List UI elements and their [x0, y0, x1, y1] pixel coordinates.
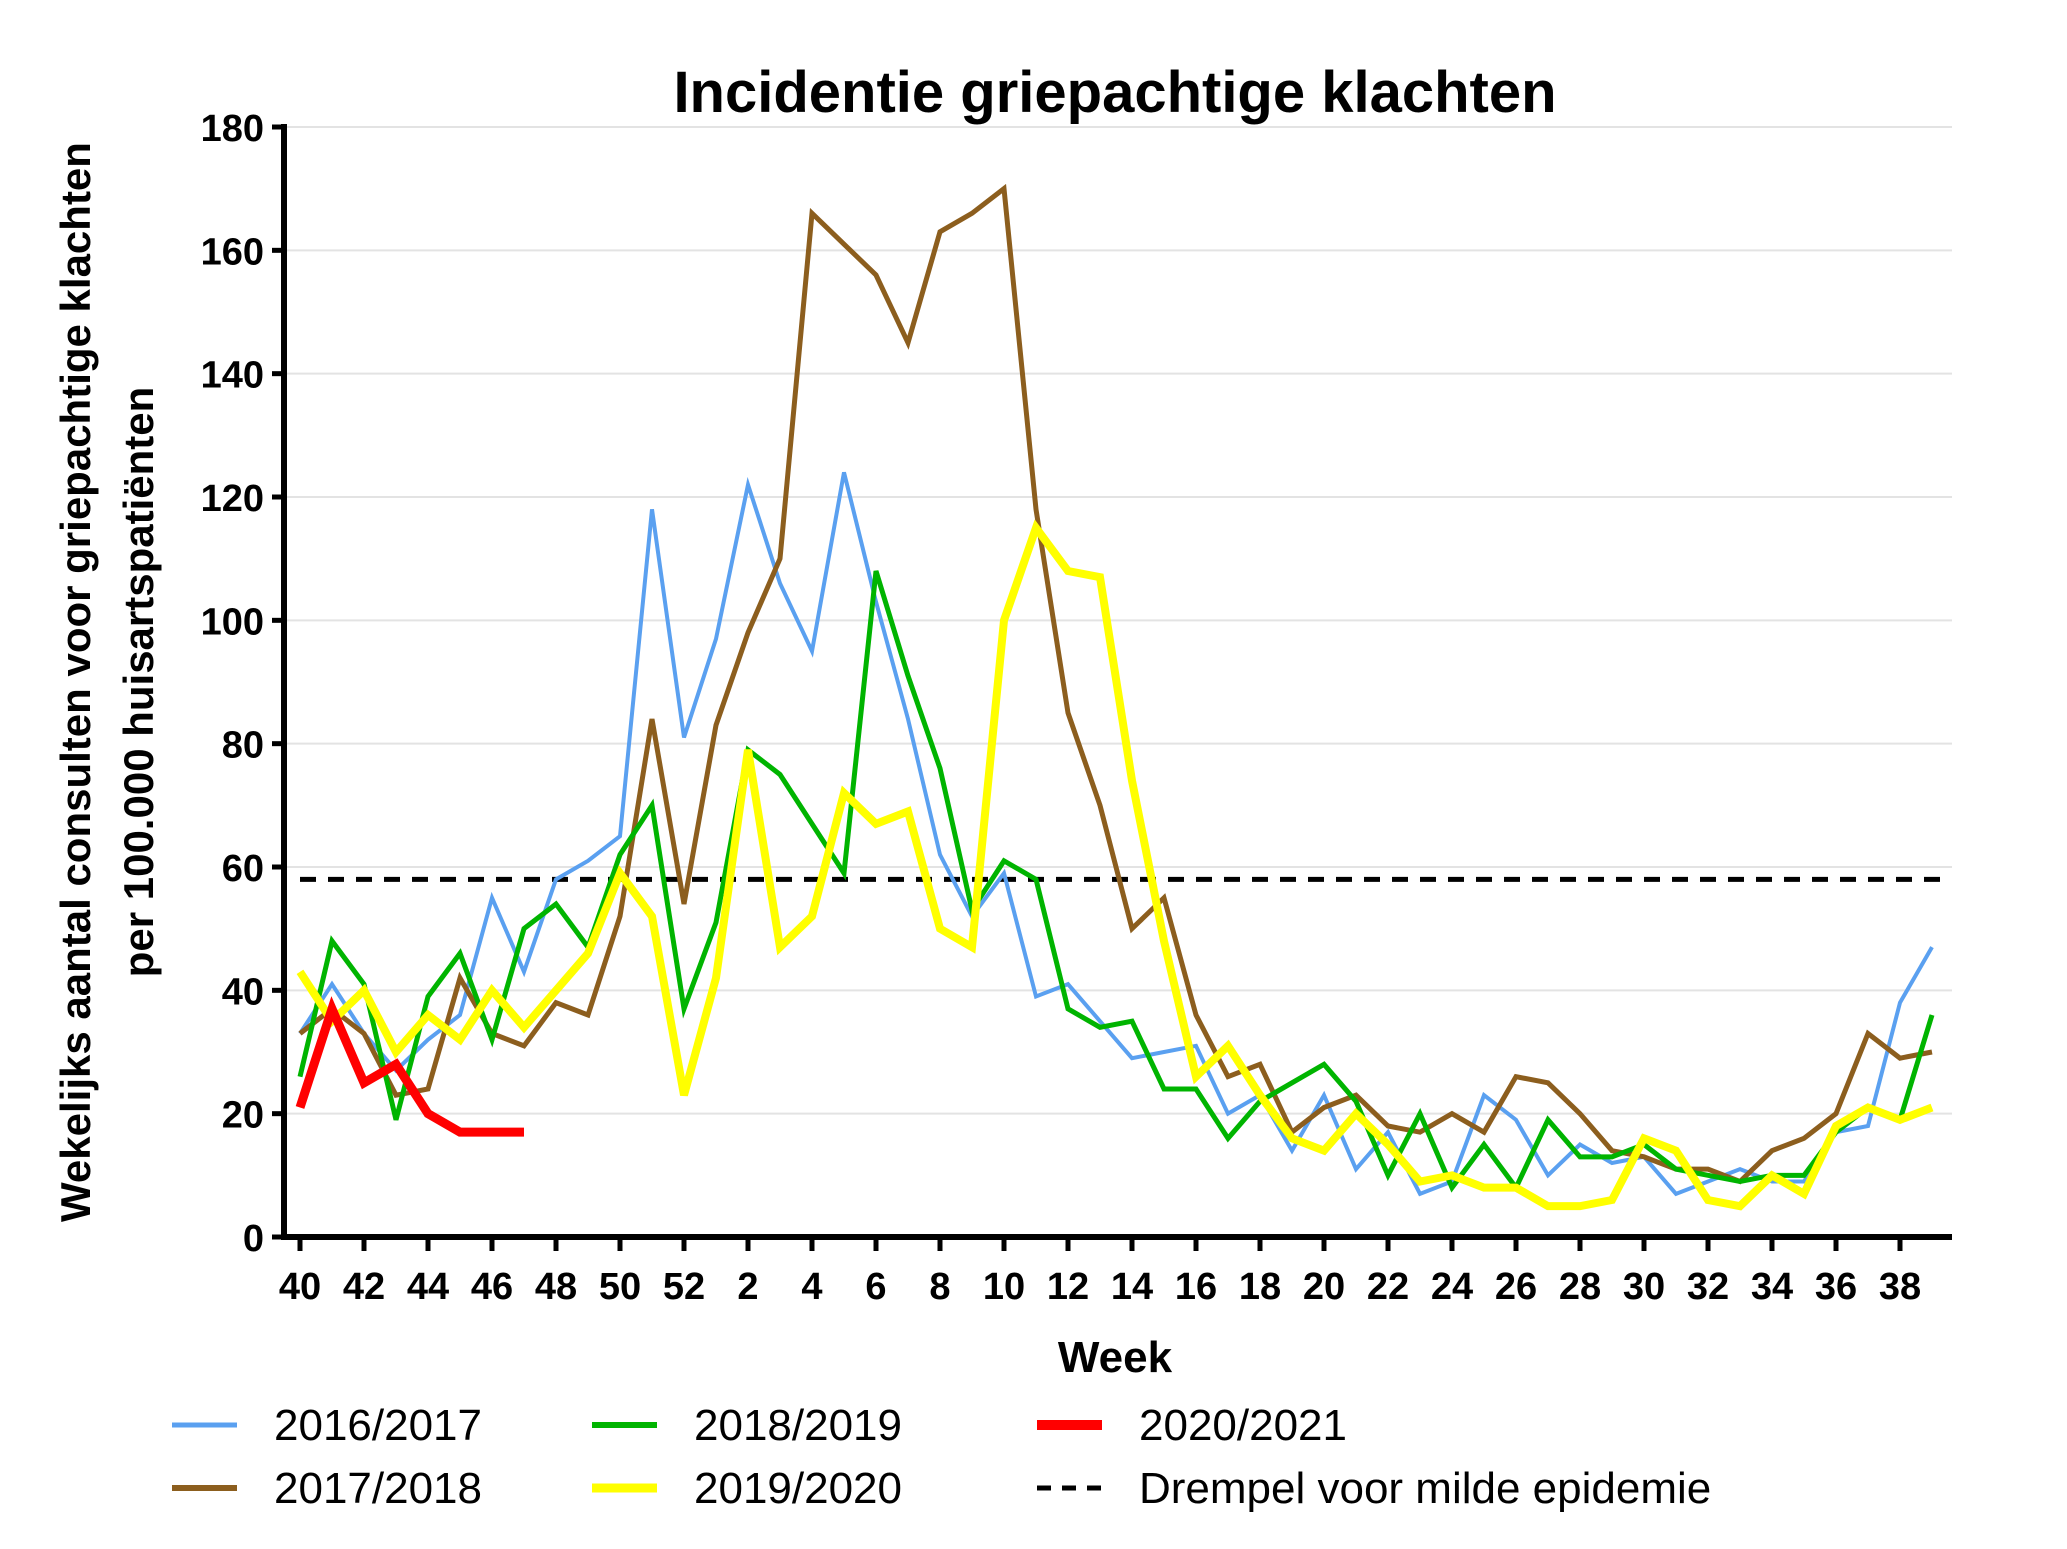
legend-label: 2017/2018	[274, 1464, 482, 1513]
y-tick-label: 20	[222, 1095, 264, 1137]
series-lines	[295, 183, 1950, 1211]
x-tick-label: 4	[801, 1266, 822, 1308]
x-tick-label: 32	[1687, 1266, 1729, 1308]
y-tick-label: 180	[201, 108, 264, 150]
y-tick-label: 80	[222, 725, 264, 767]
x-axis: 40 42 44 46 48 50 52 2 4 6 8 10 12 14 16 18 20 22 24 26 28 30…	[279, 1234, 1952, 1308]
x-tick-label: 36	[1815, 1266, 1857, 1308]
y-axis: 0 20 40 60 80 100 120 140 160 180	[201, 108, 287, 1260]
x-tick-label: 42	[343, 1266, 385, 1308]
y-tick-label: 40	[222, 971, 264, 1013]
series-line-2019-2020	[296, 519, 1934, 1211]
x-tick-label: 44	[407, 1266, 449, 1308]
chart-title: Incidentie griepachtige klachten	[673, 60, 1556, 125]
legend-label: 2018/2019	[694, 1401, 902, 1450]
x-tick-label: 10	[983, 1266, 1025, 1308]
x-tick-label: 20	[1303, 1266, 1345, 1308]
y-tick-label: 60	[222, 848, 264, 890]
y-tick-label: 0	[243, 1218, 264, 1260]
y-tick-label: 120	[201, 478, 264, 520]
x-tick-label: 40	[279, 1266, 321, 1308]
x-tick-label: 14	[1111, 1266, 1153, 1308]
x-tick-label: 22	[1367, 1266, 1409, 1308]
legend: 2016/2017 2017/2018 2018/2019 2019/2020 2020…	[172, 1401, 1711, 1513]
legend-label: 2016/2017	[274, 1401, 482, 1450]
legend-label: 2020/2021	[1139, 1401, 1347, 1450]
x-tick-label: 16	[1175, 1266, 1217, 1308]
x-tick-label: 24	[1431, 1266, 1473, 1308]
legend-label: Drempel voor milde epidemie	[1139, 1464, 1711, 1513]
x-tick-label: 48	[535, 1266, 577, 1308]
x-tick-label: 46	[471, 1266, 513, 1308]
y-tick-label: 100	[201, 601, 264, 643]
x-tick-label: 8	[929, 1266, 950, 1308]
series-line-2018-2019	[297, 570, 1935, 1193]
x-tick-label: 38	[1879, 1266, 1921, 1308]
series-line-2017-2018	[298, 183, 1933, 1185]
x-axis-label: Week	[1058, 1333, 1173, 1382]
y-tick-label: 140	[201, 355, 264, 397]
x-tick-label: 18	[1239, 1266, 1281, 1308]
x-tick-label: 52	[663, 1266, 705, 1308]
x-tick-label: 6	[865, 1266, 886, 1308]
y-axis-label-line2: per 100.000 huisartspatiënten	[115, 387, 162, 978]
x-tick-label: 28	[1559, 1266, 1601, 1308]
legend-label: 2019/2020	[694, 1464, 902, 1513]
x-tick-label: 30	[1623, 1266, 1665, 1308]
x-tick-label: 12	[1047, 1266, 1089, 1308]
y-axis-label-line1: Wekelijks aantal consulten voor griepach…	[52, 142, 99, 1222]
x-tick-label: 2	[737, 1266, 758, 1308]
gridlines	[284, 126, 1952, 1115]
x-tick-label: 34	[1751, 1266, 1793, 1308]
series-line-2020-2021	[295, 996, 524, 1137]
x-tick-label: 50	[599, 1266, 641, 1308]
series-line-2016-2017	[298, 471, 1934, 1197]
x-tick-label: 26	[1495, 1266, 1537, 1308]
y-tick-label: 160	[201, 231, 264, 273]
